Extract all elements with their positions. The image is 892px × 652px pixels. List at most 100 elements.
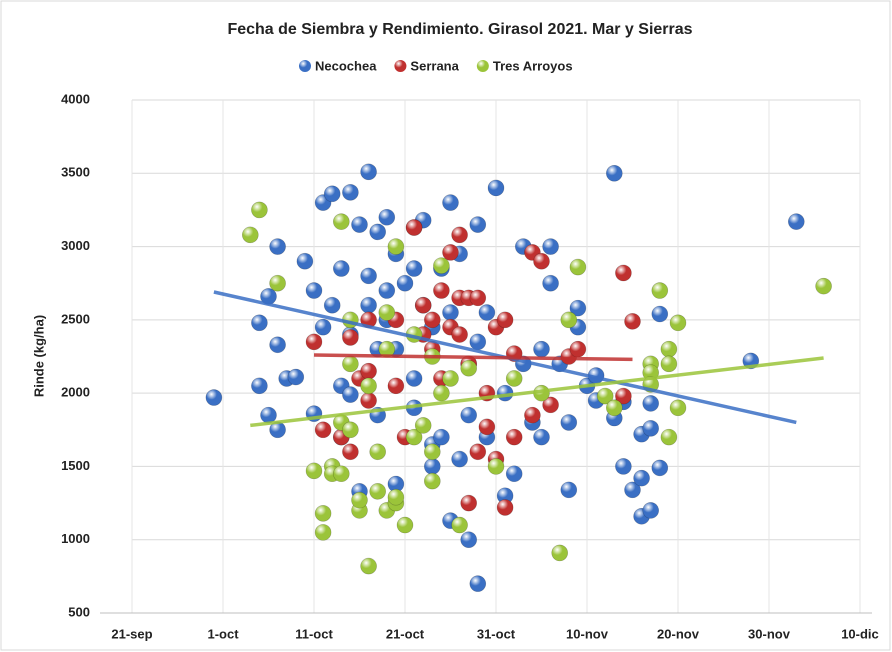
scatter-point (460, 359, 478, 377)
scatter-point (351, 216, 368, 233)
y-tick-label: 3000 (61, 238, 90, 253)
scatter-point (651, 305, 669, 323)
scatter-point (596, 387, 614, 405)
scatter-point (342, 329, 359, 346)
legend-marker (394, 60, 407, 72)
scatter-point (524, 406, 541, 424)
scatter-point (287, 368, 305, 386)
y-axis-label: Rinde (kg/ha) (31, 315, 46, 397)
scatter-point (615, 458, 632, 475)
scatter-point (542, 274, 559, 292)
scatter-point (242, 226, 259, 244)
scatter-point (533, 252, 550, 270)
scatter-point (651, 459, 669, 477)
scatter-point (314, 505, 332, 522)
scatter-point (642, 502, 660, 519)
scatter-point (342, 355, 359, 373)
scatter-point (260, 406, 277, 424)
y-tick-label: 3500 (61, 165, 90, 180)
scatter-point (469, 333, 487, 351)
scatter-point (633, 469, 650, 487)
scatter-point (569, 299, 587, 317)
scatter-point (423, 472, 441, 490)
scatter-point (251, 377, 268, 395)
scatter-point (360, 392, 377, 409)
trend-line (250, 356, 824, 428)
y-tick-label: 1000 (61, 531, 90, 546)
scatter-point (542, 396, 559, 414)
scatter-point (642, 420, 660, 437)
scatter-point (342, 443, 359, 461)
scatter-point (433, 282, 450, 299)
scatter-point (269, 238, 286, 255)
scatter-point (323, 185, 341, 203)
scatter-point (251, 201, 268, 219)
scatter-point (433, 428, 450, 446)
scatter-point (396, 516, 414, 534)
scatter-point (387, 238, 405, 255)
scatter-point (451, 516, 468, 534)
scatter-point (505, 428, 523, 446)
scatter-point (423, 458, 441, 475)
scatter-point (342, 421, 359, 439)
x-tick-label: 31-oct (477, 626, 516, 641)
scatter-point (414, 296, 432, 314)
scatter-point (305, 282, 323, 299)
scatter-point (642, 395, 660, 412)
scatter-point (378, 282, 396, 299)
scatter-point (369, 483, 387, 500)
x-tick-label: 30-nov (748, 626, 791, 641)
scatter-point (469, 216, 487, 233)
scatter-point (442, 244, 459, 261)
scatter-point (496, 311, 514, 329)
scatter-point (205, 389, 223, 406)
scatter-point (542, 238, 559, 255)
scatter-point (332, 213, 350, 230)
scatter-point (396, 274, 414, 292)
y-tick-label: 500 (68, 604, 90, 619)
scatter-point (414, 417, 432, 434)
legend-label: Tres Arroyos (493, 58, 573, 73)
scatter-point (624, 313, 641, 330)
scatter-point (605, 164, 623, 182)
scatter-point (551, 544, 569, 562)
scatter-point (815, 277, 832, 295)
scatter-point (442, 304, 459, 321)
scatter-point (305, 462, 323, 480)
legend-marker (299, 60, 311, 72)
scatter-point (660, 355, 678, 373)
scatter-point (251, 314, 268, 332)
scatter-point (651, 282, 669, 299)
scatter-point (405, 370, 423, 387)
y-tick-label: 4000 (61, 91, 90, 106)
scatter-point (487, 179, 505, 197)
scatter-point (378, 208, 396, 226)
scatter-point (423, 443, 441, 461)
scatter-point (423, 311, 441, 329)
scatter-point (787, 213, 805, 230)
scatter-point (469, 289, 487, 307)
y-tick-label: 2000 (61, 385, 90, 400)
scatter-point (405, 260, 423, 277)
scatter-point (660, 428, 678, 446)
scatter-point (314, 318, 332, 336)
scatter-point (369, 443, 387, 461)
scatter-point (451, 226, 468, 244)
scatter-point (360, 267, 377, 285)
scatter-point (569, 258, 587, 276)
scatter-point (360, 163, 377, 181)
chart-title: Fecha de Siembra y Rendimiento. Girasol … (227, 21, 692, 38)
x-tick-label: 20-nov (657, 626, 700, 641)
scatter-point (314, 524, 332, 541)
scatter-point (469, 443, 487, 461)
x-tick-label: 21-oct (386, 626, 425, 641)
scatter-point (360, 557, 377, 575)
scatter-point (323, 296, 341, 314)
scatter-point (360, 296, 377, 314)
legend-label: Serrana (410, 58, 459, 73)
scatter-point (460, 531, 478, 549)
x-tick-label: 21-sep (111, 626, 152, 641)
scatter-point (405, 428, 423, 446)
scatter-point (296, 252, 314, 270)
